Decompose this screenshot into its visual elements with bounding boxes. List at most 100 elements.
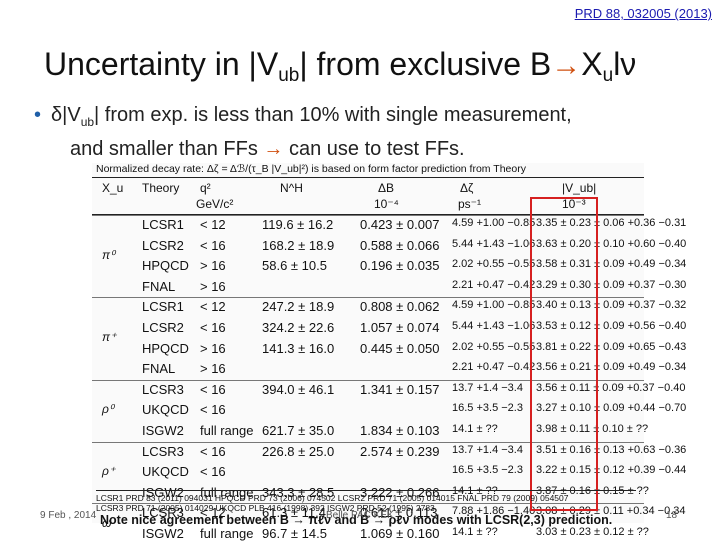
header-q2-unit: GeV/c²	[196, 197, 234, 211]
cell-vub: 3.53 ± 0.12 ± 0.09 +0.56 −0.40	[536, 320, 687, 332]
group-divider	[92, 441, 644, 443]
cell-nh: 96.7 ± 14.5	[262, 526, 327, 541]
cell-nh: 394.0 ± 46.1	[262, 381, 335, 397]
cell-vub: 3.63 ± 0.20 ± 0.10 +0.60 −0.40	[536, 237, 687, 250]
footnote-line: LCSR1 PRD 83 (2011) 094031 HPQCD PRD 73 …	[96, 493, 569, 503]
cell-db: 0.588 ± 0.066	[360, 237, 440, 253]
table-row: ISGW2 full range 343.3 ± 28.5 3.222 ± 0.266…	[92, 483, 649, 504]
header-nh: N^H	[280, 181, 303, 195]
cell-theory: UKQCD	[142, 464, 189, 480]
reference-link[interactable]: PRD 88, 032005 (2013)	[574, 6, 712, 21]
cell-db: 0.196 ± 0.035	[360, 258, 440, 274]
table-note: Normalized decay rate: Δζ = Δℬ/(τ_B |V_u…	[96, 163, 526, 175]
header-vub: |V_ub|	[562, 181, 597, 195]
table-header: X_u Theory q² GeV/c² N^H ΔB 10⁻⁴ Δζ ps⁻¹…	[92, 177, 644, 215]
cell-nh: 61.3 ± 11.4	[262, 505, 326, 521]
table-row: LCSR1 < 12 119.6 ± 16.2 0.423 ± 0.007 4.59 +…	[92, 215, 686, 236]
footer-date: 9 Feb , 2014	[40, 510, 97, 521]
cell-theory: FNAL	[142, 361, 176, 377]
cell-q2: < 16	[200, 320, 226, 335]
cell-nh: 621.7 ± 35.0	[262, 423, 335, 438]
table-row: LCSR2 < 16 168.2 ± 18.9 0.588 ± 0.066 5.44 +…	[92, 236, 686, 257]
cell-dz: 2.21 +0.47 −0.42	[452, 361, 536, 374]
group-label: π⁰	[102, 247, 115, 262]
table-row: HPQCD > 16 58.6 ± 10.5 0.196 ± 0.035 2.02 +0…	[92, 256, 686, 277]
cell-dz: 14.1 ± ??	[452, 423, 498, 435]
cell-dz: 2.21 +0.47 −0.42	[452, 278, 536, 291]
header-vub-unit: 10⁻³	[562, 197, 586, 211]
footnote-line: LCSR3 PRD 71 (2005) 014029 UKQCD PLB 416…	[96, 503, 435, 513]
bullet-sub: ub	[80, 115, 95, 129]
bullet-dot-icon: •	[34, 104, 42, 126]
cell-dz: 4.59 +1.00 −0.85	[452, 217, 536, 229]
group-divider	[92, 379, 644, 381]
cell-theory: ISGW2	[142, 423, 184, 438]
cell-q2: > 16	[200, 278, 226, 294]
group-divider	[92, 297, 644, 299]
cell-db: 2.574 ± 0.239	[360, 443, 440, 459]
bullet-line1: | from exp. is less than 10% with single…	[94, 104, 572, 126]
cell-theory: ISGW2	[142, 526, 184, 541]
cell-theory: LCSR2	[142, 320, 184, 335]
table-row: ISGW2 full range 96.7 ± 14.5 1.069 ± 0.160 1…	[92, 524, 649, 545]
table-row: UKQCD < 16 16.5 +3.5 −2.3 3.22 ± 0.15 ± 0.1…	[92, 462, 686, 483]
cell-q2: full range	[200, 526, 254, 541]
title-nu: ν	[620, 46, 637, 82]
cell-db: 0.611 ± 0.113	[360, 505, 438, 521]
cell-dz: 2.02 +0.55 −0.55	[452, 258, 536, 271]
group-divider	[92, 215, 644, 216]
title-pre: Uncertainty in |V	[44, 46, 279, 82]
cell-theory: UKQCD	[142, 402, 189, 418]
cell-q2: < 16	[200, 381, 226, 397]
cell-q2: < 12	[200, 217, 226, 232]
table-row: HPQCD > 16 141.3 ± 16.0 0.445 ± 0.050 2.02 +…	[92, 339, 686, 360]
header-db: ΔB	[378, 181, 395, 195]
table-row: LCSR2 < 16 324.2 ± 22.6 1.057 ± 0.074 5.44 +…	[92, 318, 686, 339]
group-label: ω	[102, 515, 112, 530]
cell-q2: > 16	[200, 340, 226, 356]
table-row: FNAL > 16 2.21 +0.47 −0.42 3.29 ± 0.30 ± 0.…	[92, 277, 686, 298]
title-post-a: X	[581, 46, 603, 82]
cell-dz: 16.5 +3.5 −2.3	[452, 464, 523, 477]
cell-db: 0.808 ± 0.062	[360, 299, 440, 315]
cell-q2: < 16	[200, 402, 226, 418]
cell-vub: 3.03 ± 0.23 ± 0.12 ± ??	[536, 526, 649, 538]
group-divider	[92, 503, 644, 505]
title-post-sub: u	[602, 65, 614, 86]
cell-db: 0.445 ± 0.050	[360, 340, 440, 356]
cell-q2: < 16	[200, 464, 226, 480]
cell-q2: full range	[200, 484, 254, 500]
cell-nh: 343.3 ± 28.5	[262, 484, 335, 500]
group-label: ρ⁺	[102, 464, 116, 479]
bullet-line2-a: and smaller than FFs	[70, 138, 258, 160]
title-mid: | from exclusive B	[299, 46, 552, 82]
cell-vub: 3.27 ± 0.10 ± 0.09 +0.44 −0.70	[536, 402, 687, 415]
cell-vub: 3.98 ± 0.11 ± 0.10 ± ??	[536, 423, 649, 435]
cell-theory: LCSR3	[142, 381, 184, 397]
slide-title: Uncertainty in |Vub| from exclusive B→Xu…	[44, 46, 636, 87]
header-dz-unit: ps⁻¹	[458, 197, 482, 211]
cell-nh: 324.2 ± 22.6	[262, 320, 335, 335]
cell-db: 1.057 ± 0.074	[360, 320, 440, 335]
cell-vub: 3.08 ± 0.29 ± 0.11 +0.34 −0.34	[536, 505, 686, 518]
cell-nh: 119.6 ± 16.2	[262, 217, 334, 232]
cell-theory: ISGW2	[142, 484, 184, 500]
table-footnotes: LCSR1 PRD 83 (2011) 094031 HPQCD PRD 73 …	[96, 490, 636, 513]
table-row: UKQCD < 16 16.5 +3.5 −2.3 3.27 ± 0.10 ± 0.0…	[92, 400, 686, 421]
cell-vub: 3.56 ± 0.21 ± 0.09 +0.49 −0.34	[536, 361, 687, 374]
group-label: π⁺	[102, 330, 117, 345]
cell-db: 1.834 ± 0.103	[360, 423, 440, 438]
results-table: Normalized decay rate: Δζ = Δℬ/(τ_B |V_u…	[92, 163, 686, 541]
header-q2: q²	[200, 181, 211, 195]
cell-theory: FNAL	[142, 278, 176, 294]
cell-q2: < 16	[200, 237, 226, 253]
cell-dz: 5.44 +1.43 −1.06	[452, 237, 536, 250]
cell-dz: 14.1 ± ??	[452, 526, 498, 538]
header-theory: Theory	[142, 181, 180, 195]
title-sub: ub	[278, 65, 300, 86]
cell-theory: LCSR3	[142, 505, 184, 521]
cell-q2: > 16	[200, 258, 226, 274]
bullet-line2-b: can use to test FFs.	[288, 138, 465, 160]
table-row: FNAL > 16 2.21 +0.47 −0.42 3.56 ± 0.21 ± 0.…	[92, 359, 686, 380]
cell-dz: 13.7 +1.4 −3.4	[452, 381, 523, 394]
